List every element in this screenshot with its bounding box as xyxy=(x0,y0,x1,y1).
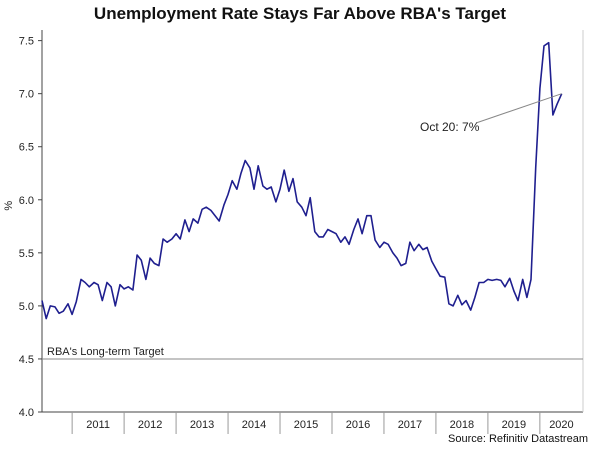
x-tick-label: 2017 xyxy=(398,419,422,431)
x-tick-label: 2012 xyxy=(138,419,162,431)
y-axis-label: % xyxy=(3,201,15,211)
annotation-label: Oct 20: 7% xyxy=(420,120,480,134)
source-note: Source: Refinitiv Datastream xyxy=(448,433,588,445)
x-tick-label: 2013 xyxy=(190,419,214,431)
x-tick-label: 2019 xyxy=(502,419,526,431)
x-tick-label: 2011 xyxy=(86,419,110,431)
chart-title: Unemployment Rate Stays Far Above RBA's … xyxy=(93,4,507,23)
x-tick-label: 2018 xyxy=(450,419,474,431)
y-tick-label: 4.0 xyxy=(19,407,34,419)
x-tick-label: 2014 xyxy=(242,419,266,431)
y-tick-label: 5.5 xyxy=(19,248,34,260)
x-tick-label: 2015 xyxy=(294,419,318,431)
series-line xyxy=(41,41,563,320)
y-tick-label: 7.0 xyxy=(19,89,34,101)
annotation-leader-line xyxy=(475,93,562,124)
y-tick-label: 5.0 xyxy=(19,301,34,313)
y-tick-label: 6.0 xyxy=(19,195,34,207)
x-tick-label: 2016 xyxy=(346,419,370,431)
y-tick-label: 6.5 xyxy=(19,142,34,154)
y-tick-label: 7.5 xyxy=(19,36,34,48)
x-tick-label: 2020 xyxy=(549,419,573,431)
reference-line-label: RBA's Long-term Target xyxy=(47,346,164,358)
y-tick-label: 4.5 xyxy=(19,354,34,366)
